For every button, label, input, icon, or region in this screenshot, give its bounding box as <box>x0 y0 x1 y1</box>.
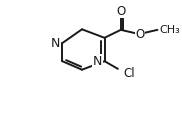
Text: Cl: Cl <box>124 67 135 80</box>
Text: N: N <box>50 37 60 50</box>
Text: CH₃: CH₃ <box>160 25 180 35</box>
Text: O: O <box>135 28 145 41</box>
Text: N: N <box>93 55 102 68</box>
Text: O: O <box>116 5 125 18</box>
